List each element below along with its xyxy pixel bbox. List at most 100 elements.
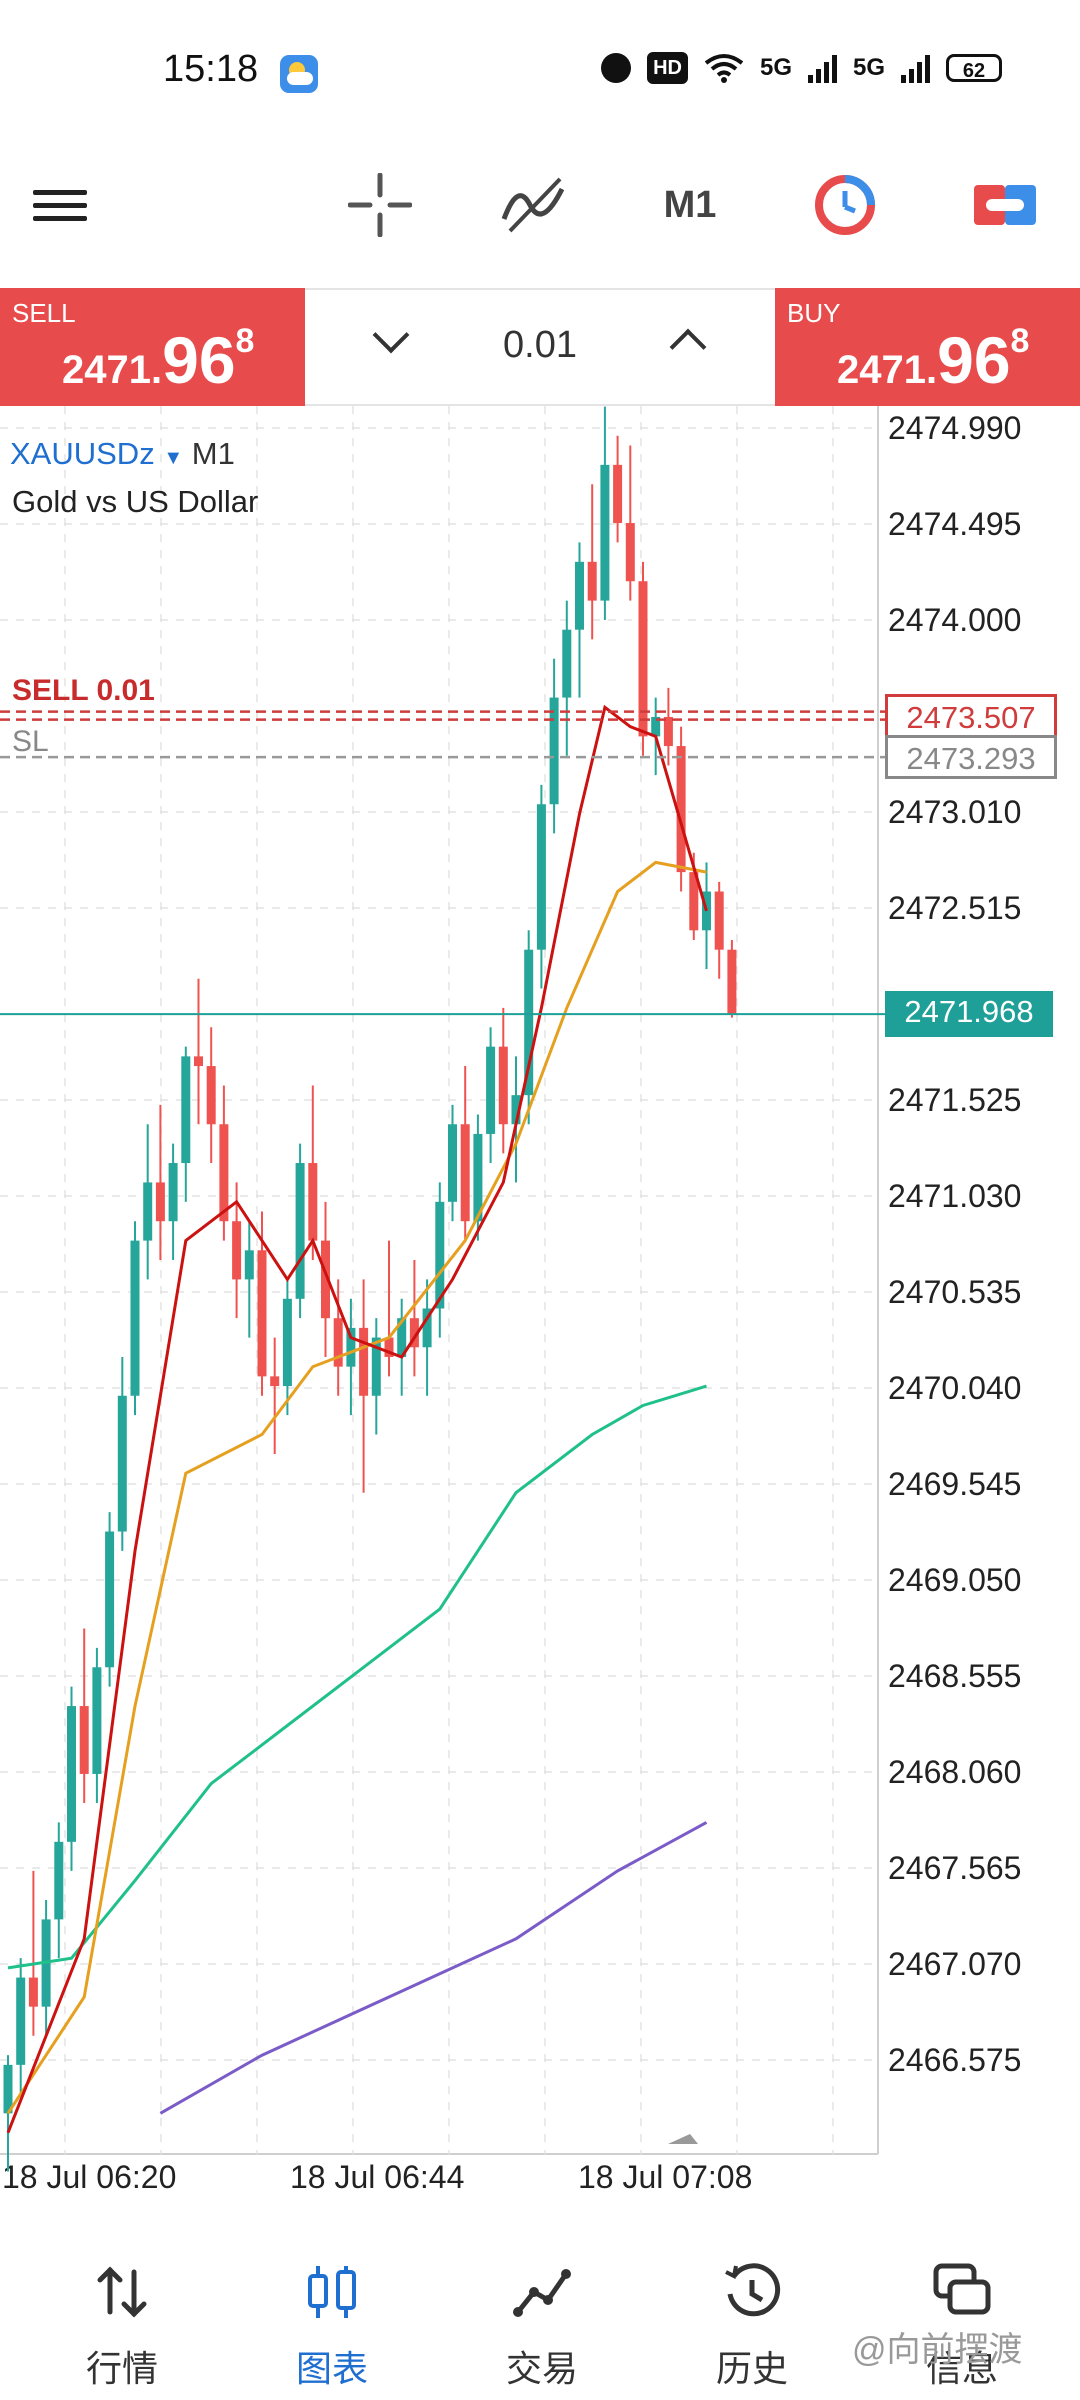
candle-body (143, 1182, 153, 1241)
candle-body (460, 1124, 470, 1222)
candle-body (219, 1124, 229, 1222)
candle-body (448, 1124, 457, 1202)
candle-body (689, 872, 699, 931)
buy-button[interactable]: BUY 2471.968 (775, 288, 1080, 406)
nav-history-label: 历史 (715, 2348, 788, 2389)
network-label-2: 5G (852, 54, 885, 81)
candle-body (625, 523, 635, 582)
candle-body (359, 1327, 369, 1396)
ma-fast-line (6, 704, 708, 2134)
candle-body (28, 1977, 38, 2007)
network-label: 5G (759, 54, 792, 81)
nav-chart[interactable]: 图表 (262, 2210, 402, 2400)
candle-body (105, 1531, 115, 1668)
candle-body (206, 1066, 216, 1125)
price-tick-label: 2470.040 (888, 1370, 1021, 1406)
candle-body (435, 1201, 445, 1309)
current-price-tag: 2471.968 (885, 991, 1053, 1038)
bottom-navigation: 行情 图表 交易 历史 信息 (0, 2210, 1080, 2400)
sell-button[interactable]: SELL 2471.968 (0, 288, 305, 406)
nav-messages-label: 信息 (925, 2348, 998, 2389)
candle-body (257, 1250, 267, 1377)
nav-quotes-label: 行情 (85, 2348, 158, 2389)
weather-icon (280, 55, 318, 93)
buy-label: BUY (787, 298, 841, 328)
candle-body (117, 1395, 127, 1532)
stop-loss-label[interactable]: SL (12, 725, 49, 759)
candle-body (536, 804, 546, 950)
symbol-description: Gold vs US Dollar (12, 484, 259, 519)
candle-body (92, 1667, 102, 1774)
chart-canvas[interactable]: 2474.990 2474.495 2474.000 2473.010 2472.515… (0, 406, 1080, 2190)
indicators-icon[interactable] (490, 150, 580, 260)
candle-body (346, 1327, 356, 1367)
nav-quotes[interactable]: 行情 (52, 2210, 192, 2400)
symbol-label[interactable]: XAUUSDz ▼ M1 (10, 436, 235, 471)
candle-body (409, 1318, 419, 1348)
sell-order-label[interactable]: SELL 0.01 (12, 673, 155, 707)
candle-body (727, 949, 737, 1014)
nav-trade[interactable]: 交易 (472, 2210, 612, 2400)
status-icons: HD 5G 5G 62 (601, 52, 1002, 84)
candle-body (676, 746, 686, 873)
candle-body (562, 629, 572, 698)
history-clock-icon[interactable] (800, 150, 890, 260)
candle-body (714, 891, 724, 950)
nav-messages[interactable]: 信息 (892, 2210, 1032, 2400)
price-tick-label: 2471.030 (888, 1178, 1021, 1214)
scroll-end-marker (668, 2134, 698, 2144)
alarm-icon (601, 53, 632, 83)
menu-icon[interactable] (30, 150, 90, 260)
candle-body (511, 1095, 521, 1125)
ma-mid-line (6, 860, 707, 2115)
price-tick-label: 2474.990 (888, 410, 1021, 446)
candle-body (79, 1706, 89, 1774)
price-tick-label: 2473.010 (888, 794, 1021, 830)
nav-trade-label: 交易 (505, 2348, 578, 2389)
candle-body (473, 1133, 483, 1222)
candle-body (244, 1250, 254, 1280)
one-click-trade-panel: SELL 2471.968 0.01 BUY 2471.968 (0, 288, 1080, 406)
status-time: 15:18 (163, 48, 259, 90)
ma-slow-line (7, 1384, 707, 1970)
candle-body (587, 561, 597, 601)
price-chart[interactable]: 2474.990 2474.495 2474.000 2473.010 2472.515… (0, 406, 1080, 2190)
candle-body (651, 716, 661, 737)
price-tick-label: 2469.050 (888, 1562, 1021, 1598)
candle-body (549, 697, 559, 805)
price-tick-label: 2469.545 (888, 1466, 1021, 1502)
price-tick-label: 2472.515 (888, 890, 1021, 926)
chart-candles-icon (308, 2266, 356, 2318)
candle-body (422, 1308, 432, 1348)
sell-order-price-tag: 2473.507 (885, 693, 1057, 738)
time-tick-label: 18 Jul 06:20 (2, 2159, 176, 2190)
price-tick-label: 2474.000 (888, 602, 1021, 638)
history-icon (725, 2263, 781, 2317)
status-bar: 15:18 HD 5G 5G 62 (0, 0, 1080, 140)
candle-body (384, 1337, 394, 1357)
nav-chart-label: 图表 (295, 2348, 368, 2389)
candle-body (130, 1240, 140, 1396)
stop-loss-price-tag: 2473.293 (885, 735, 1057, 780)
nav-history[interactable]: 历史 (682, 2210, 822, 2400)
candle-body (397, 1318, 407, 1357)
wifi-icon (704, 54, 744, 83)
volume-value[interactable]: 0.01 (503, 324, 577, 366)
price-tick-label: 2467.565 (888, 1850, 1021, 1886)
trade-toggle-icon[interactable] (960, 150, 1050, 260)
candle-body (3, 2064, 13, 2114)
candle-body (282, 1298, 292, 1387)
price-tick-label: 2470.535 (888, 1274, 1021, 1310)
buy-price: 2471.968 (837, 322, 1030, 397)
messages-icon (933, 2263, 991, 2315)
candle-body (194, 1056, 203, 1067)
sell-price: 2471.968 (62, 322, 255, 397)
timeframe-button[interactable]: M1 (663, 183, 717, 226)
candle-body (600, 464, 610, 601)
price-tick-label: 2467.070 (888, 1946, 1021, 1982)
candle-body (498, 1046, 508, 1125)
candle-body (155, 1182, 165, 1222)
candle-body (575, 561, 584, 630)
price-tick-label: 2474.495 (888, 506, 1021, 542)
crosshair-icon[interactable] (340, 150, 420, 260)
